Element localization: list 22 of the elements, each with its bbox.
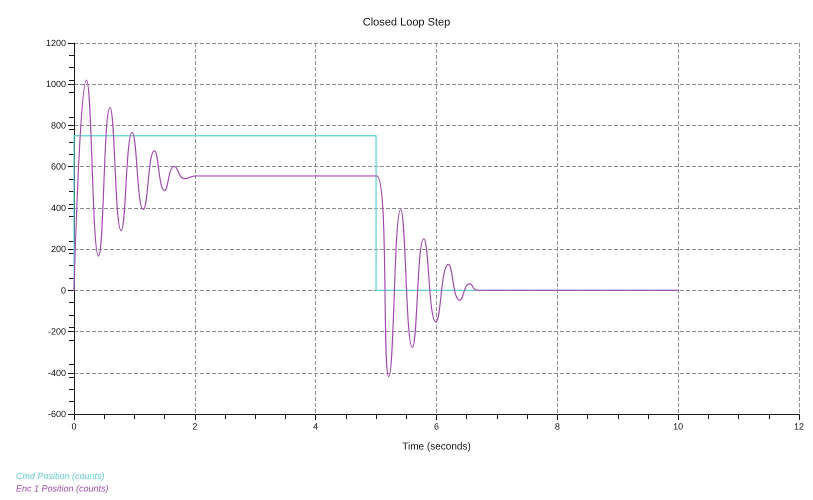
- x-tick-label: 2: [192, 422, 198, 432]
- y-tick-label: -600: [48, 409, 66, 419]
- y-tick-label: 1200: [46, 38, 66, 48]
- y-tick-label: -400: [48, 368, 66, 378]
- text: Enc 1 Position (counts): [16, 484, 109, 494]
- line-series: [73, 80, 679, 378]
- x-tick-label: 4: [313, 422, 318, 432]
- text: Cmd Position (counts): [16, 471, 105, 481]
- y-tick-label: 0: [60, 285, 66, 296]
- x-tick-label: 8: [554, 422, 560, 432]
- x-tick-label: 0: [71, 422, 77, 432]
- chart-title: Closed Loop Step: [362, 16, 450, 28]
- y-tick-label: 1000: [46, 79, 66, 90]
- y-tick-label: 800: [50, 120, 66, 130]
- y-tick-label: 200: [50, 244, 66, 254]
- x-axis-title: Time (seconds): [402, 442, 471, 452]
- x-tick-label: 12: [794, 422, 804, 432]
- y-tick-label: 400: [50, 202, 66, 213]
- x-tick-label: 10: [673, 422, 684, 432]
- y-tick-label: 600: [50, 162, 66, 172]
- y-tick-label: -200: [48, 326, 66, 337]
- x-tick-label: 6: [434, 422, 440, 432]
